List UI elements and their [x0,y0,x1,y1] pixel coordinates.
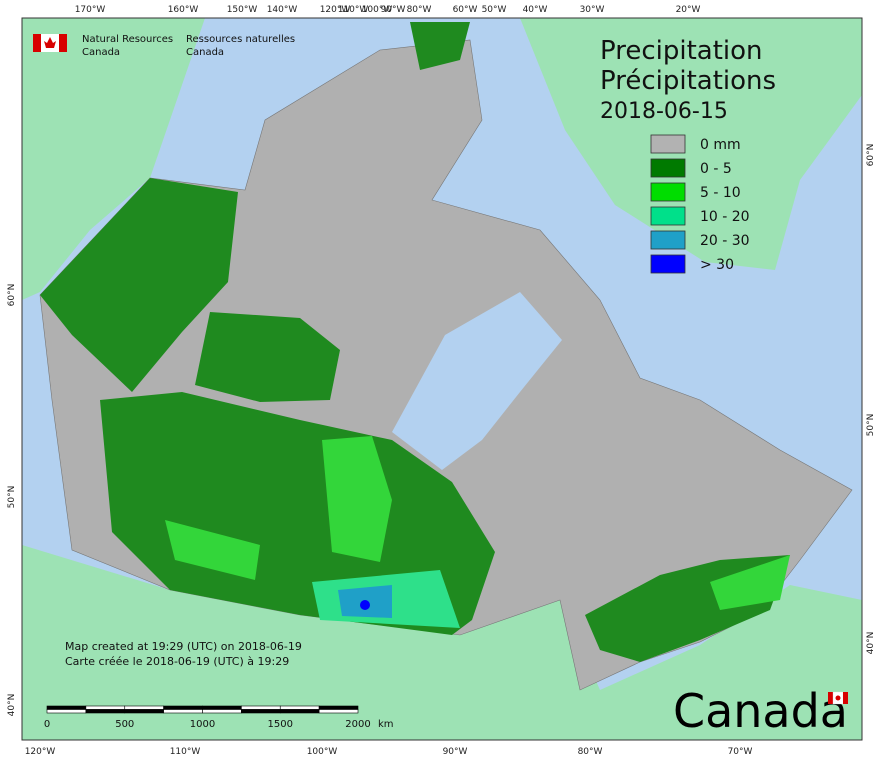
map-date: 2018-06-15 [600,99,728,124]
scale-label: 2000 [345,719,370,730]
scale-bar: 0 500 1000 1500 2000 km [44,705,394,730]
flag-bar [33,34,41,52]
wordmark-flag [828,691,848,705]
scale-segment [46,709,87,714]
greenland [520,18,862,270]
precip-manitoba [322,436,392,562]
legend-label: 10 - 20 [700,209,750,225]
flag-bar [59,34,67,52]
latitude-label: 40°N [866,632,876,655]
scale-segment [124,709,164,714]
longitude-label: 100°W [362,5,393,15]
legend-label: 0 mm [700,137,741,153]
scale-segment [279,709,320,714]
flag-bar [843,692,848,704]
scale-label: 0 [44,719,50,730]
title: Précipitations [600,66,776,96]
longitude-label: 80°W [407,5,432,15]
latitude-label: 40°N [7,694,17,717]
legend-label: 5 - 10 [700,185,741,201]
org-name: Natural Resources [82,34,173,45]
scale-segment [318,705,359,710]
scale-segment [202,705,242,710]
precip-northwest [40,178,238,392]
longitude-label: 150°W [227,5,258,15]
longitude-label: 50°W [482,5,507,15]
scale-label: 1500 [268,719,293,730]
scale-segment [241,705,281,710]
longitude-label: 60°W [453,5,478,15]
flag-leaf [44,37,56,48]
scale-segment [318,709,359,714]
longitude-label: 100°W [307,747,338,757]
legend-swatch [650,206,686,226]
note: Map created at 19:29 (UTC) on 2018-06-19 [65,640,302,653]
longitude-label: 80°W [578,747,603,757]
scale-segment [46,705,87,710]
scale-label: 500 [115,719,134,730]
org-name: Canada [186,47,224,58]
precip-sask [165,520,260,580]
nrcan-header: Natural Resources Canada Ressources natu… [33,34,295,58]
legend-swatch [650,254,686,274]
org-name: Ressources naturelles [186,34,295,45]
longitude-label: 120°W [320,5,351,15]
latitude-label: 60°N [7,284,17,307]
hudson-bay [392,292,562,470]
scale-segment [124,705,164,710]
scale-segment [163,709,203,714]
longitude-label: 70°W [728,747,753,757]
precip-north [195,312,340,402]
legend-swatch [650,158,686,178]
longitude-label: 40°W [523,5,548,15]
scale-segment [202,709,242,714]
title: Precipitation [600,36,763,66]
alaska [22,18,205,300]
scale-segment [279,705,320,710]
flag-leaf [835,695,841,701]
legend-swatch [650,134,686,154]
scale-unit: km [378,719,394,730]
precip-maritimes [710,555,790,610]
latitude-label: 50°N [7,486,17,509]
note: Carte créée le 2018-06-19 (UTC) à 19:29 [65,655,289,668]
longitude-label: 140°W [267,5,298,15]
scale-segment [85,705,126,710]
scale-segment [85,709,126,714]
scale-label: 1000 [190,719,215,730]
longitude-label: 120°W [25,747,56,757]
org-name: Canada [82,47,120,58]
precip-arctic [410,22,470,70]
longitude-label: 90°W [443,747,468,757]
wordmark: Canada [673,684,848,738]
longitude-label: 20°W [676,5,701,15]
latitude-label: 50°N [866,414,876,437]
legend-label: 20 - 30 [700,233,750,249]
legend-label: 0 - 5 [700,161,732,177]
legend-swatch [650,182,686,202]
scale-segment [241,709,281,714]
longitude-label: 160°W [168,5,199,15]
longitude-label: 30°W [580,5,605,15]
legend: 0 mm 0 - 5 5 - 10 10 - 20 20 - 30 > 30 [650,134,750,274]
precip-max [360,600,370,610]
map-frame [21,17,863,741]
longitude-label: 90°W [381,5,406,15]
legend-swatch [650,230,686,250]
flag-bar [828,692,833,704]
scale-segment [163,705,203,710]
latitude-label: 60°N [866,144,876,167]
longitude-label: 170°W [75,5,106,15]
legend-label: > 30 [700,257,734,273]
longitude-label: 110°W [170,747,201,757]
usa [22,545,862,740]
longitude-label: 110°W [338,5,369,15]
map-body [21,17,863,741]
